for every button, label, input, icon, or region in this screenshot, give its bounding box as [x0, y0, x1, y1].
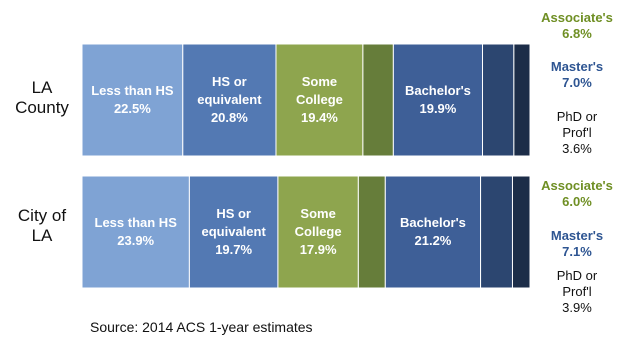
side-label-0-6: PhD or Prof'l 3.6%: [557, 109, 598, 156]
bar-0-3: [362, 43, 394, 157]
side-label-0-3: Associate's 6.8%: [541, 10, 613, 41]
data-label-0-2: Some College 19.4%: [296, 74, 343, 125]
bar-1-0: [81, 175, 190, 289]
side-label-1-3: Associate's 6.0%: [541, 178, 613, 209]
data-label-1-2: Some College 17.9%: [295, 206, 342, 257]
data-label-0-0: Less than HS 22.5%: [91, 83, 174, 116]
data-label-1-0: Less than HS 23.9%: [95, 215, 178, 248]
side-label-1-5: Master's 7.1%: [551, 228, 603, 259]
side-label-1-6: PhD or Prof'l 3.9%: [557, 268, 598, 315]
source-note: Source: 2014 ACS 1-year estimates: [90, 319, 313, 335]
data-label-1-4: Bachelor's 21.2%: [400, 215, 466, 248]
data-label-0-1: HS or equivalent 20.8%: [197, 74, 262, 125]
data-label-0-4: Bachelor's 19.9%: [405, 83, 471, 116]
bar-0-0: [81, 43, 184, 157]
bar-0-4: [392, 43, 484, 157]
data-label-1-1: HS or equivalent 19.7%: [202, 206, 267, 257]
bar-1-2: [277, 175, 359, 289]
bar-1-1: [188, 175, 279, 289]
bar-1-6: [511, 175, 531, 289]
bar-1-5: [480, 175, 513, 289]
bar-1-3: [357, 175, 386, 289]
side-label-0-5: Master's 7.0%: [551, 59, 603, 90]
bar-0-6: [513, 43, 531, 157]
category-label-1: City of LA: [18, 206, 66, 245]
bar-1-4: [384, 175, 482, 289]
category-label-0: LA County: [15, 78, 69, 117]
bar-0-5: [482, 43, 515, 157]
